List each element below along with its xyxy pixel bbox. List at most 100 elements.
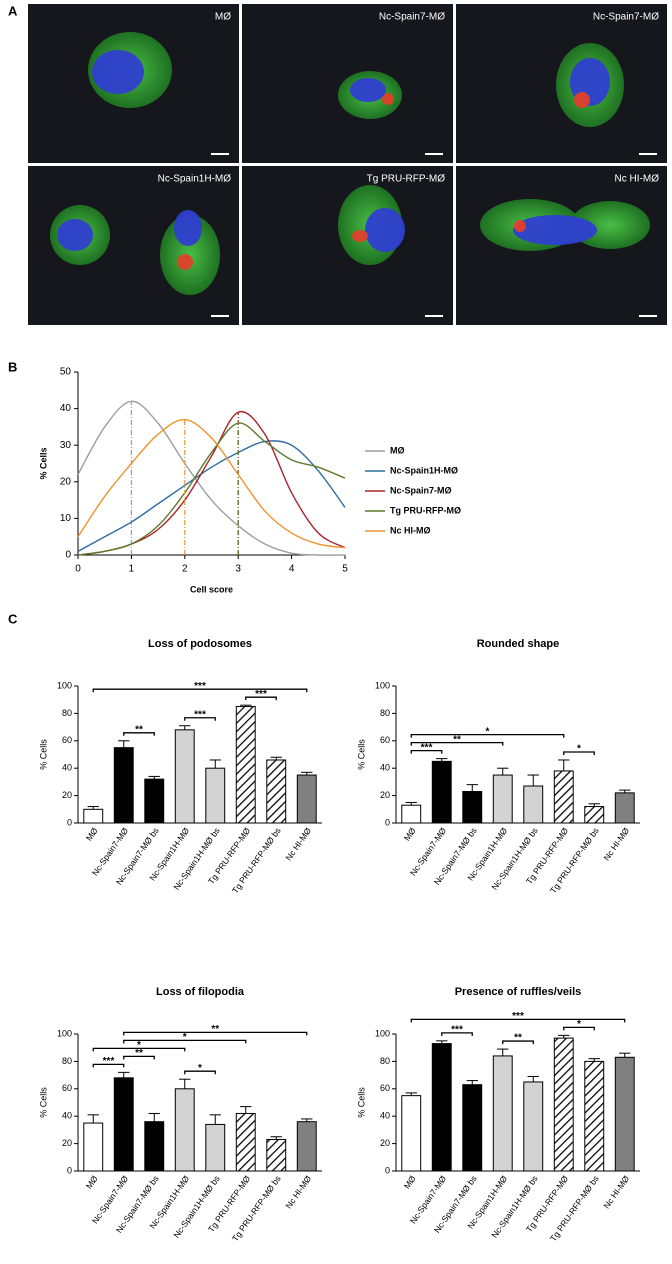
y-tick-label: 50	[60, 367, 72, 378]
cell	[160, 215, 220, 295]
cell	[174, 210, 202, 246]
cell	[177, 254, 193, 270]
panel-label: C	[8, 611, 18, 626]
cell	[514, 220, 526, 232]
bar	[113, 1077, 134, 1172]
chart-title: Loss of podosomes	[148, 638, 252, 650]
y-tick-label: 60	[62, 1083, 72, 1093]
significance-label: ***	[421, 742, 433, 753]
bar	[83, 808, 104, 824]
bar	[462, 1084, 483, 1172]
x-tick-label: MØ	[84, 1173, 100, 1190]
bar	[492, 774, 513, 824]
curve	[77, 410, 346, 556]
y-axis-title: % Cells	[38, 447, 48, 479]
significance-bracket	[123, 1031, 308, 1036]
x-tick-label: 5	[342, 564, 348, 575]
significance-bracket	[563, 1026, 595, 1031]
bar	[174, 729, 195, 824]
bar	[401, 1095, 422, 1172]
bar	[235, 706, 256, 824]
y-tick-label: 80	[62, 1056, 72, 1066]
significance-bracket	[184, 717, 216, 721]
significance-label: ***	[451, 1024, 463, 1035]
significance-bracket	[92, 688, 308, 693]
bar	[235, 1112, 256, 1172]
y-tick-label: 0	[67, 1165, 72, 1175]
cell	[350, 78, 386, 102]
legend-label: MØ	[390, 445, 405, 455]
y-tick-label: 20	[380, 1138, 390, 1148]
y-axis-title: % Cells	[356, 739, 366, 770]
bar	[266, 1138, 287, 1172]
significance-label: ***	[103, 1056, 115, 1067]
y-axis-title: % Cells	[38, 1087, 48, 1118]
significance-label: **	[514, 1033, 522, 1044]
y-tick-label: 60	[62, 735, 72, 745]
cell	[365, 208, 405, 252]
curve	[77, 418, 346, 549]
bar	[296, 774, 317, 824]
bar	[584, 806, 605, 824]
cell	[513, 215, 597, 245]
y-tick-label: 0	[65, 550, 71, 561]
bar	[523, 1081, 544, 1172]
y-tick-label: 100	[57, 680, 72, 690]
bar	[431, 1043, 452, 1172]
y-tick-label: 60	[380, 1083, 390, 1093]
curve	[77, 400, 346, 556]
significance-bracket	[502, 1040, 534, 1045]
significance-bracket	[123, 1039, 247, 1044]
y-tick-label: 80	[380, 708, 390, 718]
bar	[144, 1121, 165, 1172]
y-axis-title: % Cells	[38, 739, 48, 770]
x-tick-label: MØ	[84, 825, 100, 842]
legend-label: Nc HI-MØ	[390, 525, 431, 535]
x-axis-title: Cell score	[190, 584, 233, 594]
significance-label: **	[211, 1024, 219, 1035]
cell	[92, 50, 144, 94]
panel-label: A	[8, 3, 18, 18]
significance-bracket	[410, 1018, 626, 1023]
significance-label: *	[486, 726, 490, 737]
chart-title: Presence of ruffles/veils	[455, 986, 582, 998]
significance-label: *	[198, 1063, 202, 1074]
bar	[523, 785, 544, 824]
y-tick-label: 40	[60, 403, 72, 414]
x-tick-label: Nc HI-MØ	[283, 825, 313, 862]
bar	[553, 1037, 574, 1172]
bar	[431, 760, 452, 824]
significance-label: ***	[194, 709, 206, 720]
cell	[382, 93, 394, 105]
significance-bracket	[184, 1070, 216, 1075]
micrograph	[456, 166, 667, 325]
bar	[614, 792, 635, 824]
y-tick-label: 20	[380, 790, 390, 800]
y-tick-label: 0	[385, 1165, 390, 1175]
significance-bracket	[410, 733, 565, 738]
significance-bracket	[441, 1032, 473, 1036]
curve	[77, 422, 346, 556]
y-tick-label: 20	[60, 476, 72, 487]
micrograph-label: Nc-Spain7-MØ	[593, 12, 659, 23]
y-tick-label: 80	[62, 708, 72, 718]
bar	[266, 759, 287, 824]
y-tick-label: 100	[375, 1028, 390, 1038]
x-tick-label: MØ	[402, 1173, 418, 1190]
y-tick-label: 40	[62, 1111, 72, 1121]
micrograph-label: Nc HI-MØ	[615, 174, 660, 185]
bar	[205, 767, 226, 824]
x-tick-label: Nc HI-MØ	[601, 1173, 631, 1210]
significance-bracket	[410, 741, 504, 746]
significance-bracket	[92, 1063, 125, 1068]
significance-label: **	[135, 724, 143, 735]
x-tick-label: 2	[182, 564, 188, 575]
cell	[57, 219, 93, 251]
significance-label: **	[453, 734, 461, 745]
significance-label: *	[183, 1032, 187, 1043]
bar	[614, 1056, 635, 1172]
bar	[144, 778, 165, 824]
y-tick-label: 20	[62, 1138, 72, 1148]
panel-label: B	[8, 359, 17, 374]
